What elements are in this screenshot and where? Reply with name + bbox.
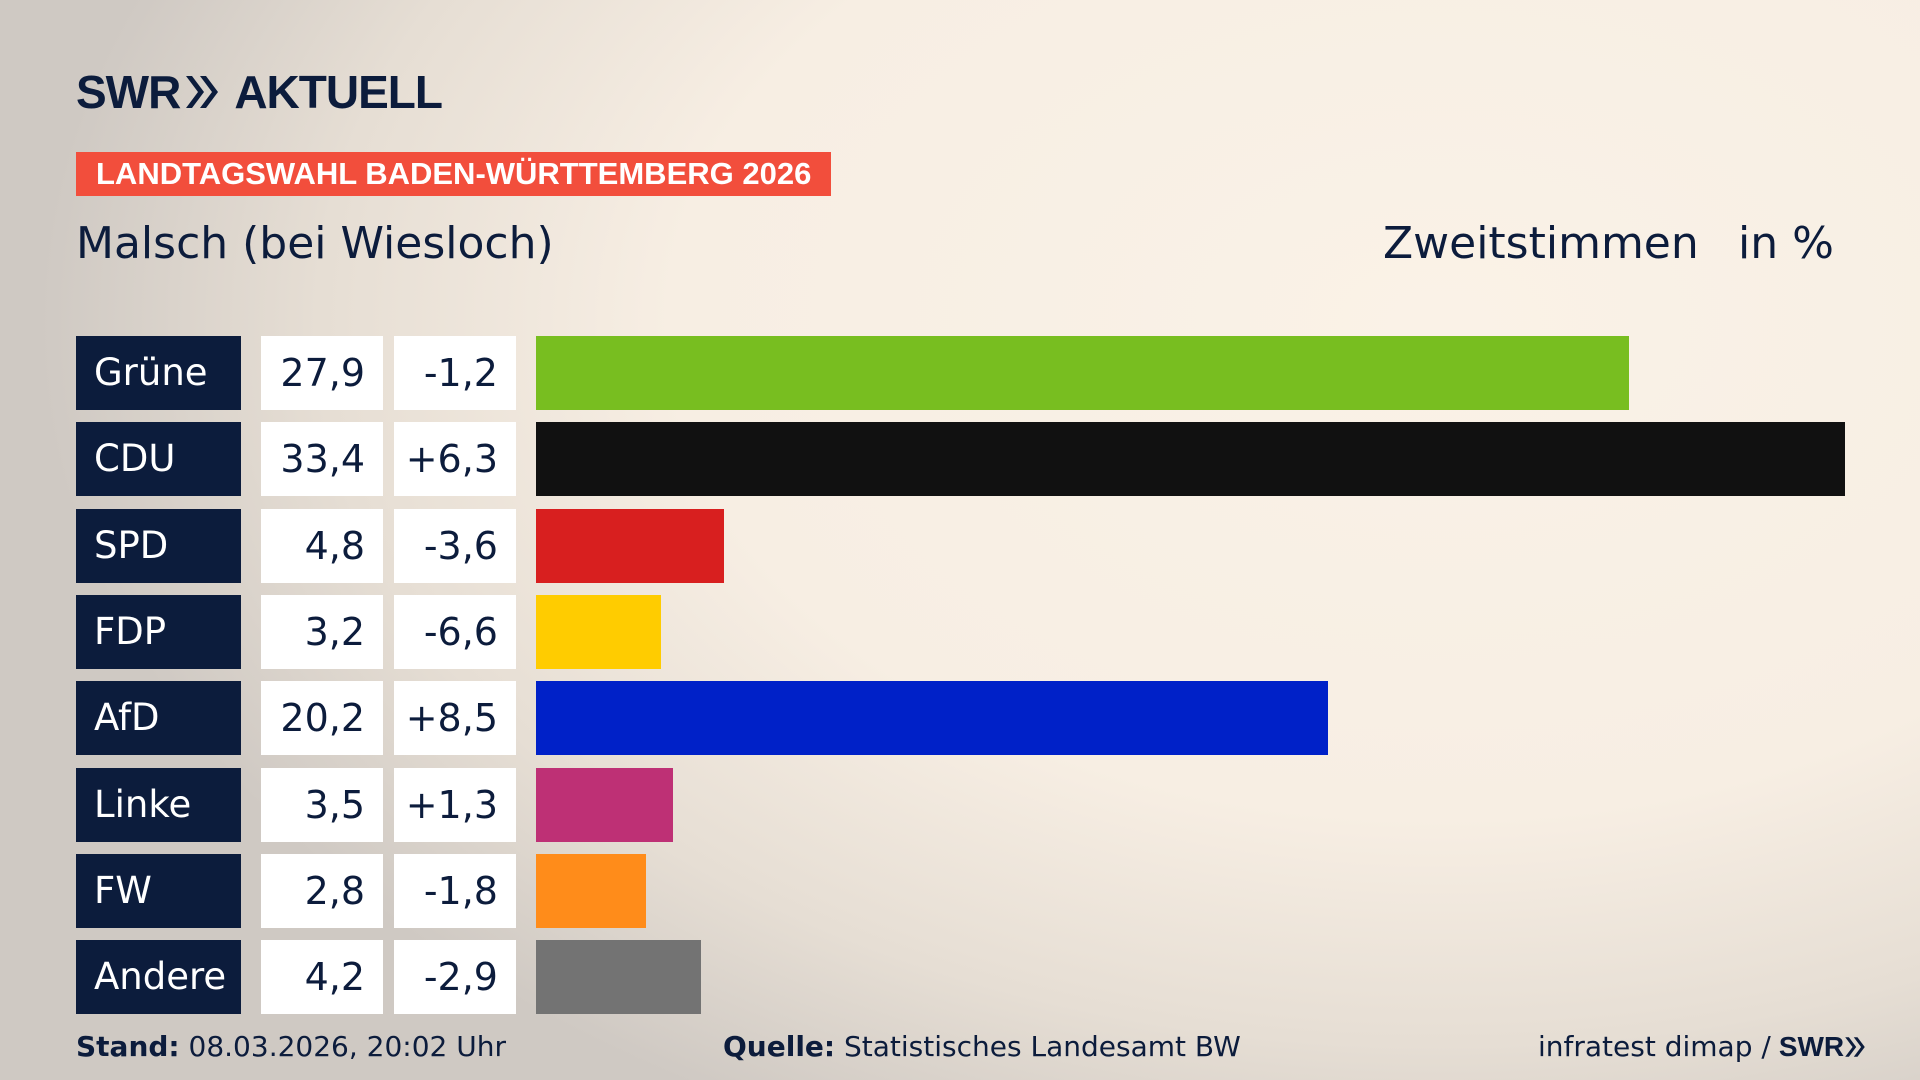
bar [536, 767, 674, 842]
source-value: Statistisches Landesamt BW [844, 1030, 1241, 1063]
party-label: Linke [76, 767, 241, 842]
measure-label: Zweitstimmen [1383, 218, 1699, 269]
credit: infratest dimap / SWR [1538, 1030, 1866, 1063]
party-label: FDP [76, 594, 241, 669]
party-label: SPD [76, 508, 241, 583]
value-label: 33,4 [261, 422, 383, 497]
value-label: 3,2 [261, 594, 383, 669]
diff-label: +1,3 [394, 767, 516, 842]
source-label: Quelle: [723, 1030, 836, 1063]
value-label: 3,5 [261, 767, 383, 842]
election-banner: LANDTAGSWAHL BADEN-WÜRTTEMBERG 2026 [76, 152, 832, 196]
double-chevron-icon [186, 76, 219, 108]
bar [536, 594, 662, 669]
diff-label: -3,6 [394, 508, 516, 583]
party-label: AfD [76, 681, 241, 756]
logo-swr: SWR [76, 66, 181, 118]
stand-value: 08.03.2026, 20:02 Uhr [188, 1030, 506, 1063]
diff-label: +6,3 [394, 422, 516, 497]
timestamp: Stand: 08.03.2026, 20:02 Uhr [76, 1030, 506, 1063]
chart-title: Malsch (bei Wiesloch) [76, 218, 554, 269]
value-label: 2,8 [261, 853, 383, 928]
bar [536, 940, 701, 1015]
bar [536, 422, 1845, 497]
bar [536, 853, 646, 928]
value-label: 20,2 [261, 681, 383, 756]
party-label: Grüne [76, 336, 241, 410]
logo-aktuell: AKTUELL [234, 66, 443, 118]
credit-text: infratest dimap / [1538, 1030, 1771, 1063]
diff-label: +8,5 [394, 681, 516, 756]
bar [536, 336, 1630, 410]
value-label: 4,2 [261, 940, 383, 1015]
unit-label: in % [1738, 218, 1834, 269]
party-label: Andere [76, 940, 241, 1015]
party-label: CDU [76, 422, 241, 497]
diff-label: -1,2 [394, 336, 516, 410]
party-label: FW [76, 853, 241, 928]
diff-label: -2,9 [394, 940, 516, 1015]
diff-label: -1,8 [394, 853, 516, 928]
credit-brand: SWR [1778, 1030, 1845, 1062]
bar [536, 681, 1328, 756]
double-chevron-icon [1845, 1036, 1865, 1057]
source: Quelle: Statistisches Landesamt BW [723, 1030, 1241, 1063]
bar [536, 508, 725, 583]
stand-label: Stand: [76, 1030, 180, 1063]
value-label: 27,9 [261, 336, 383, 410]
value-label: 4,8 [261, 508, 383, 583]
diff-label: -6,6 [394, 594, 516, 669]
swr-aktuell-logo: SWR AKTUELL [76, 66, 443, 118]
